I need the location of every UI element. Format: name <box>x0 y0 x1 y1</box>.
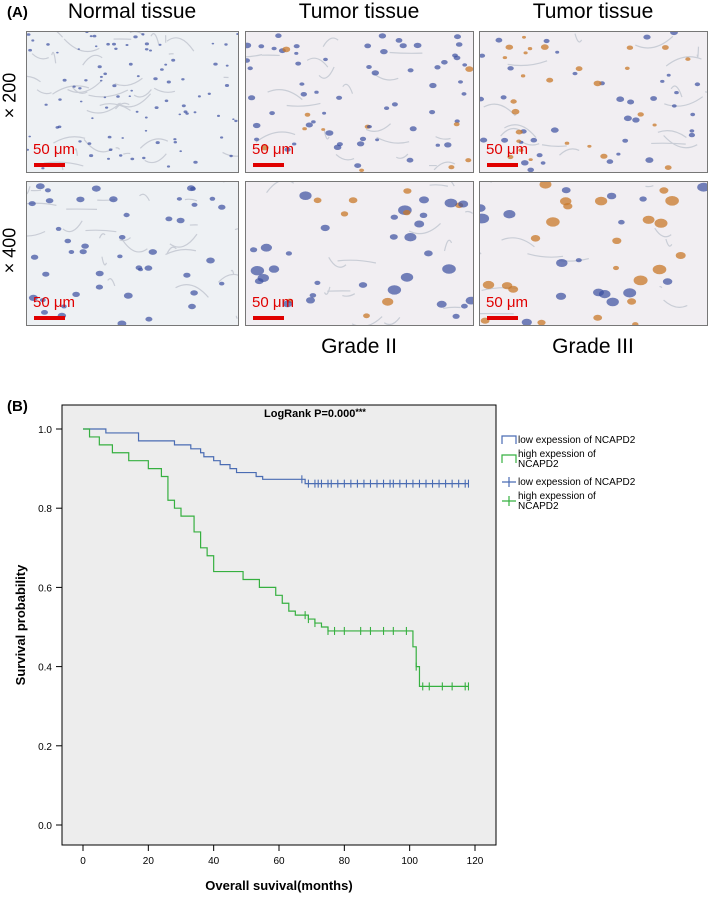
scale-label: 50 μm <box>33 294 75 311</box>
panel-a-label: (A) <box>7 4 28 21</box>
y-tick-label: 0.6 <box>38 583 52 594</box>
plot-area <box>61 404 497 846</box>
scale-bar <box>34 163 65 167</box>
survival-curve-low <box>83 428 469 485</box>
scale-bar <box>253 163 284 167</box>
x-tick-label: 100 <box>401 856 418 867</box>
micrograph-grade2-x400: 50 μm <box>245 181 474 326</box>
y-tick-label: 1.0 <box>38 425 52 436</box>
row-label-x400: × 400 <box>0 227 20 274</box>
scale-bar <box>34 316 65 320</box>
legend-label-0: low expession of NCAPD2 <box>518 435 636 446</box>
x-axis-label: Overall suvival(months) <box>205 878 352 893</box>
legend-label-1: high expession of NCAPD2 <box>518 449 596 470</box>
logrank-annotation: LogRank P=0.000*** <box>264 407 366 420</box>
scale-label: 50 μm <box>252 141 294 158</box>
micrograph-grade2-x200: 50 μm <box>245 31 474 173</box>
column-header-normal: Normal tissue <box>67 0 197 23</box>
x-tick-label: 120 <box>467 856 484 867</box>
legend-label-2: low expession of NCAPD2 <box>518 477 636 488</box>
x-tick-label: 20 <box>143 856 155 867</box>
survival-curves <box>83 428 470 691</box>
x-tick-label: 80 <box>339 856 351 867</box>
micrograph-normal-x200: 50 μm <box>26 31 239 173</box>
y-axis-label: Survival probability <box>13 564 28 685</box>
panel-b-label: (B) <box>7 398 28 415</box>
legend-label-3: high expession of NCAPD2 <box>518 491 596 512</box>
micrograph-grade3-x200: 50 μm <box>479 31 708 173</box>
legend-swatch-censor <box>502 496 516 506</box>
micrograph-grade3-x400: 50 μm <box>479 181 708 326</box>
y-tick-label: 0.4 <box>38 663 52 674</box>
scale-label: 50 μm <box>33 141 75 158</box>
scale-bar <box>487 163 518 167</box>
grade-iii-label: Grade III <box>552 335 634 358</box>
micrograph-normal-x400: 50 μm <box>26 181 239 326</box>
scale-label: 50 μm <box>486 141 528 158</box>
column-header-tumor-grade2: Tumor tissue <box>298 0 420 23</box>
scale-bar <box>487 316 518 320</box>
kaplan-meier-chart: 0.0 0.2 0.4 0.6 0.8 1.0 0 20 40 60 80 100 120 LogRa… <box>13 404 636 893</box>
x-tick-label: 0 <box>80 856 86 867</box>
legend: low expession of NCAPD2 high expession of… <box>501 435 636 512</box>
survival-curve-high <box>83 428 469 687</box>
scale-bar <box>253 316 284 320</box>
x-axis-ticks: 0 20 40 60 80 100 120 <box>80 845 484 867</box>
x-tick-label: 40 <box>208 856 220 867</box>
y-tick-label: 0.0 <box>38 821 52 832</box>
scale-label: 50 μm <box>486 294 528 311</box>
x-tick-label: 60 <box>273 856 285 867</box>
grade-ii-label: Grade II <box>321 335 397 358</box>
column-header-tumor-grade3: Tumor tissue <box>532 0 654 23</box>
scale-label: 50 μm <box>252 294 294 311</box>
row-label-x200: × 200 <box>0 72 20 119</box>
y-tick-label: 0.8 <box>38 504 52 515</box>
y-tick-label: 0.2 <box>38 742 52 753</box>
legend-swatch-step <box>501 454 517 463</box>
legend-swatch-censor <box>502 477 516 487</box>
y-axis-ticks: 0.0 0.2 0.4 0.6 0.8 1.0 <box>38 425 62 832</box>
legend-swatch-step <box>501 435 517 444</box>
